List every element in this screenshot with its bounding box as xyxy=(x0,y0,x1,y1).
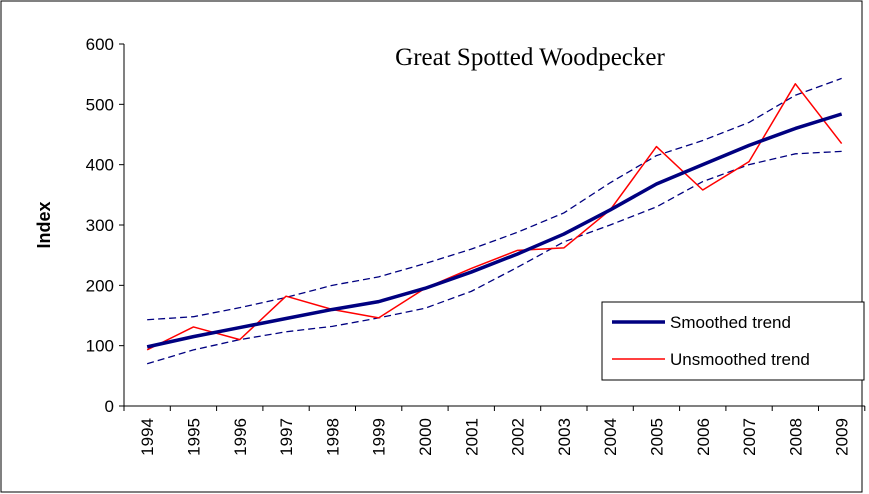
y-tick-label: 200 xyxy=(86,276,114,295)
x-tick-label: 1995 xyxy=(184,418,203,456)
x-tick-label: 2008 xyxy=(786,418,805,456)
chart-title: Great Spotted Woodpecker xyxy=(395,44,665,71)
y-tick-label: 300 xyxy=(86,216,114,235)
y-tick-label: 400 xyxy=(86,156,114,175)
x-tick-label: 2009 xyxy=(833,418,852,456)
y-axis-label: Index xyxy=(34,201,54,248)
y-tick-label: 600 xyxy=(86,35,114,54)
x-tick-label: 2006 xyxy=(694,418,713,456)
x-tick-label: 1996 xyxy=(231,418,250,456)
legend-label: Smoothed trend xyxy=(670,313,791,332)
x-tick-label: 2004 xyxy=(601,418,620,456)
series-line xyxy=(146,112,843,349)
x-tick-label: 2002 xyxy=(509,418,528,456)
x-tick-label: 1998 xyxy=(323,418,342,456)
series-line xyxy=(146,83,843,351)
x-tick-label: 2003 xyxy=(555,418,574,456)
y-tick-label: 100 xyxy=(86,337,114,356)
y-tick-label: 0 xyxy=(105,397,114,416)
legend-box xyxy=(601,301,865,381)
x-tick-label: 2005 xyxy=(647,418,666,456)
x-tick-label: 1999 xyxy=(370,418,389,456)
legend-label: Unsmoothed trend xyxy=(670,350,810,369)
x-tick-label: 2001 xyxy=(462,418,481,456)
x-tick-label: 2000 xyxy=(416,418,435,456)
confidence-line xyxy=(147,77,842,321)
x-tick-label: 1994 xyxy=(138,418,157,456)
x-tick-label: 2007 xyxy=(740,418,759,456)
x-tick-label: 1997 xyxy=(277,418,296,456)
y-tick-label: 500 xyxy=(86,95,114,114)
